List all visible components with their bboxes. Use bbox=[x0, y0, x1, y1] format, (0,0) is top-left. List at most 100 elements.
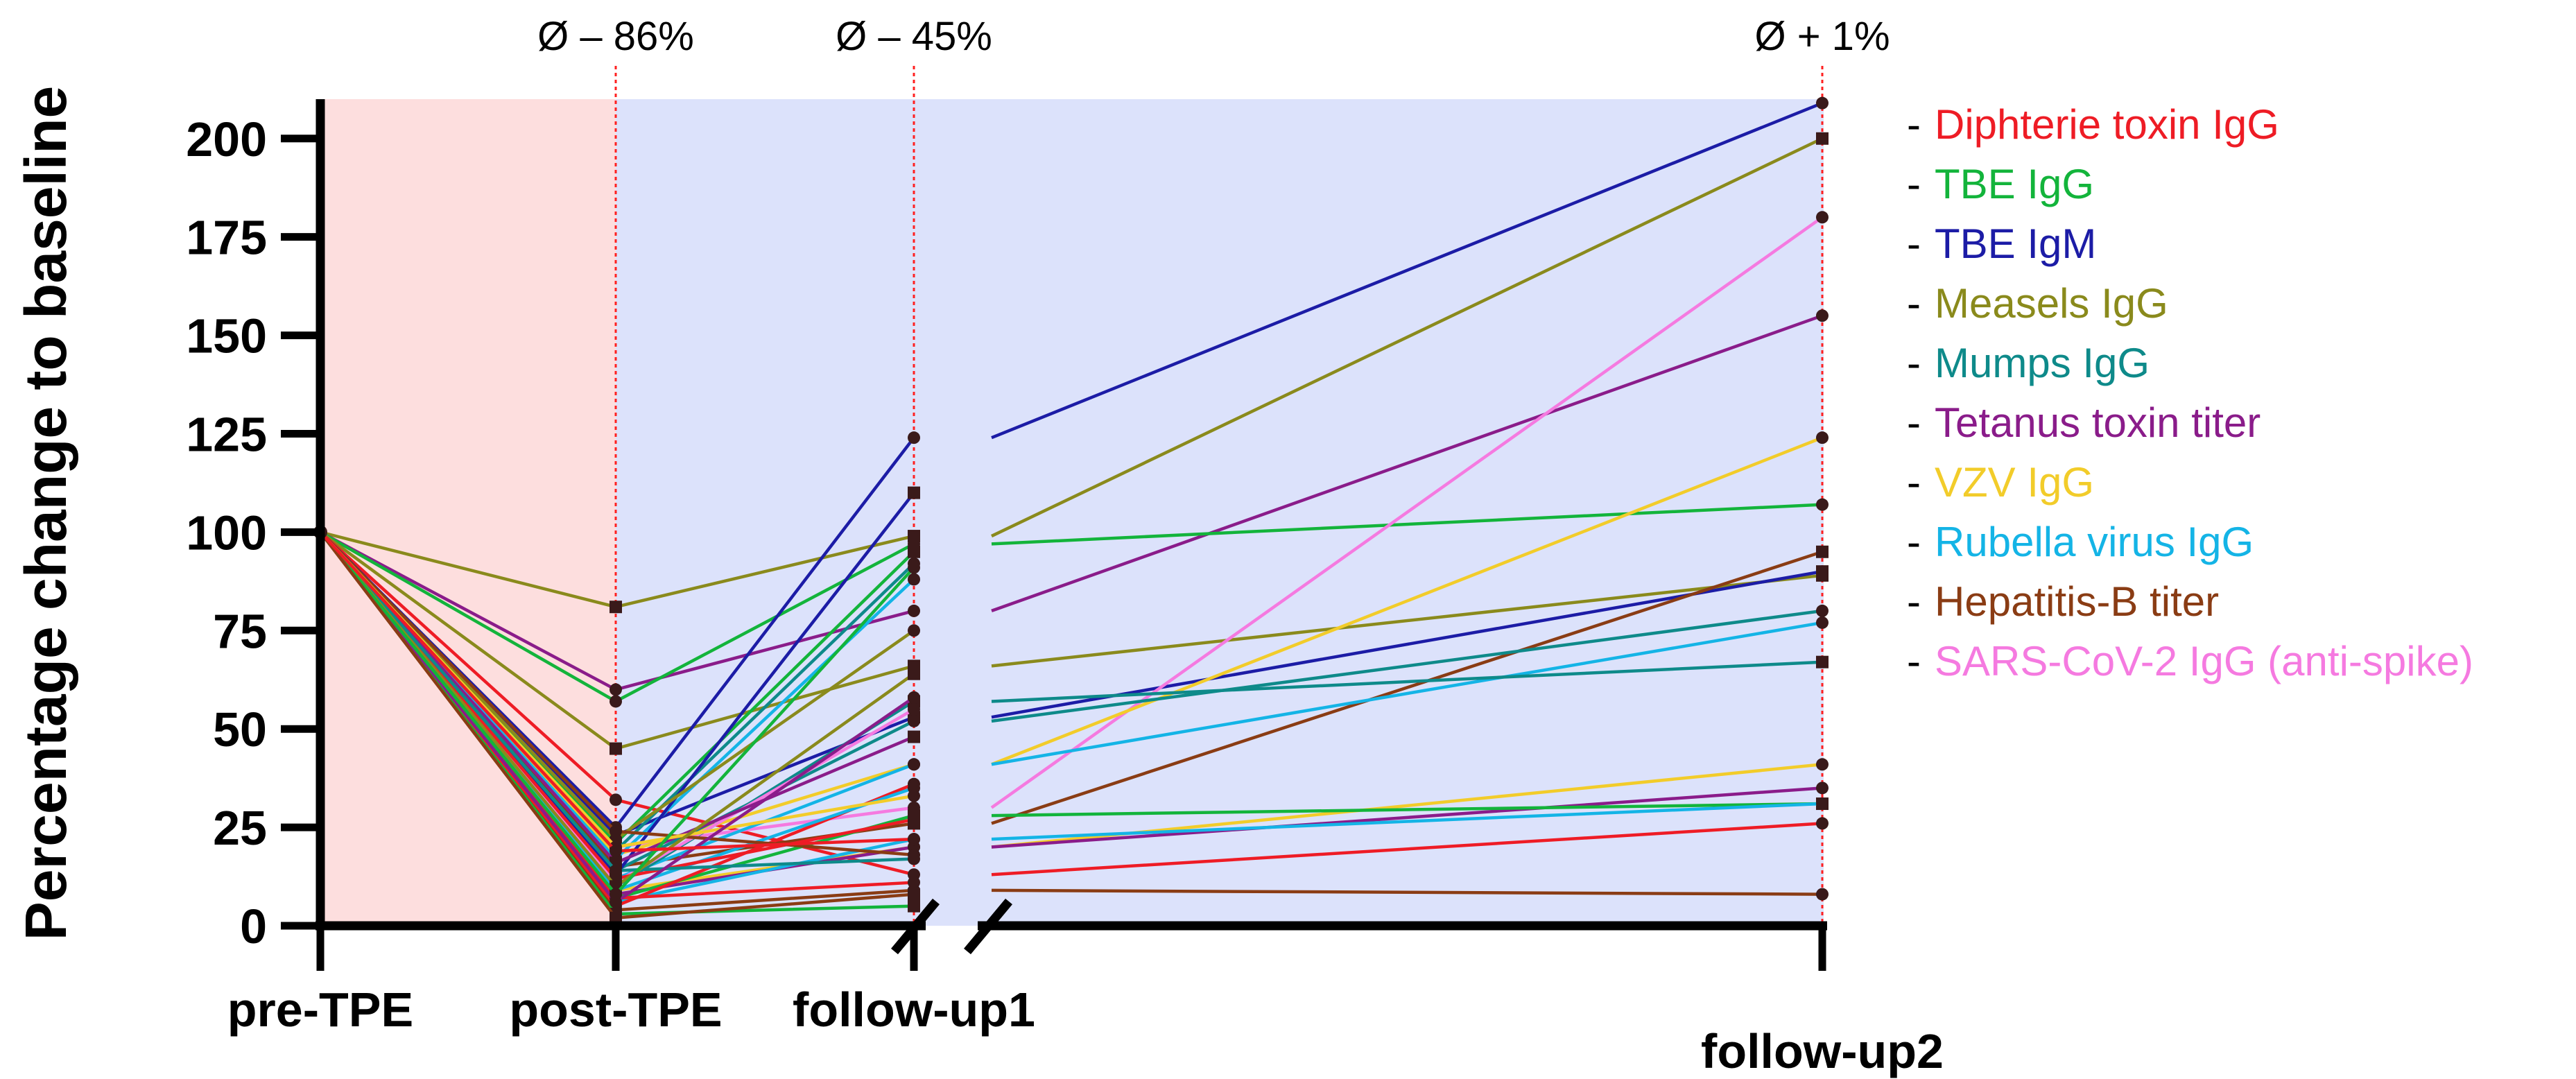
x-category-label: follow-up1 bbox=[793, 983, 1035, 1037]
data-point bbox=[908, 730, 920, 743]
series-line bbox=[991, 621, 1823, 766]
data-point bbox=[1816, 797, 1829, 811]
series-line bbox=[991, 101, 1823, 440]
data-point bbox=[1816, 616, 1829, 629]
data-point bbox=[1816, 782, 1829, 795]
series-line bbox=[991, 573, 1823, 668]
phase-annotation: Ø – 86% bbox=[537, 14, 694, 59]
phase-annotation: Ø + 1% bbox=[1754, 14, 1890, 59]
data-point bbox=[1816, 132, 1829, 145]
y-tick-label: 175 bbox=[186, 211, 267, 265]
data-point bbox=[908, 876, 920, 889]
legend-dash: - bbox=[1907, 638, 1921, 684]
data-point bbox=[908, 813, 920, 826]
legend-entry: Diphterie toxin IgG bbox=[1935, 101, 2279, 148]
legend-entry: Measels IgG bbox=[1935, 280, 2168, 327]
legend-entry: SARS-CoV-2 IgG (anti-spike) bbox=[1935, 638, 2473, 684]
data-point bbox=[908, 691, 920, 704]
axis-break-mark bbox=[964, 898, 1012, 955]
legend-dash: - bbox=[1907, 578, 1921, 625]
data-point bbox=[908, 702, 920, 716]
y-tick-label: 0 bbox=[240, 899, 267, 953]
legend-entry: TBE IgG bbox=[1935, 161, 2094, 207]
y-tick-label: 125 bbox=[186, 407, 267, 461]
series-line bbox=[991, 609, 1823, 723]
legend-dash: - bbox=[1907, 519, 1921, 565]
legend-entry: Hepatitis-B titer bbox=[1935, 578, 2219, 625]
y-axis-label: Percentage change to baseline bbox=[13, 86, 78, 940]
series-line bbox=[991, 802, 1823, 841]
legend-dash: - bbox=[1907, 280, 1921, 327]
y-tick-label: 150 bbox=[186, 309, 267, 363]
series-diphterie-toxin-igg bbox=[319, 530, 920, 858]
data-point bbox=[1816, 498, 1829, 511]
data-point bbox=[1816, 431, 1829, 444]
legend-entry: Rubella virus IgG bbox=[1935, 519, 2254, 565]
series-measels-igg bbox=[320, 132, 1829, 614]
data-point bbox=[908, 667, 920, 680]
legend-dash: - bbox=[1907, 101, 1921, 148]
series-line bbox=[991, 786, 1823, 849]
series-mumps-igg bbox=[319, 530, 920, 877]
series-line bbox=[991, 822, 1823, 877]
series-line bbox=[991, 660, 1823, 703]
series-line bbox=[991, 888, 1823, 896]
axes: 0 25 50 75 100 125 150 175 200 pre-TPE post-TPE fol… bbox=[186, 99, 1944, 1078]
data-point bbox=[1816, 655, 1829, 668]
series-hepatitis-b-titer bbox=[319, 531, 920, 924]
y-tick-label: 100 bbox=[186, 506, 267, 560]
y-tick-label: 75 bbox=[213, 604, 267, 658]
data-point bbox=[908, 431, 920, 444]
post-phase-background bbox=[616, 99, 1824, 926]
series-line bbox=[991, 436, 1823, 766]
data-point bbox=[908, 573, 920, 586]
data-point bbox=[908, 899, 920, 913]
data-point bbox=[908, 486, 920, 499]
series-line bbox=[991, 550, 1823, 825]
legend-dash: - bbox=[1907, 340, 1921, 386]
data-point bbox=[610, 888, 622, 901]
x-category-label: pre-TPE bbox=[227, 983, 413, 1037]
legend-entry: TBE IgM bbox=[1935, 221, 2096, 267]
y-tick-label: 25 bbox=[213, 801, 267, 855]
data-point bbox=[908, 714, 920, 727]
data-point bbox=[908, 624, 920, 637]
legend-dash: - bbox=[1907, 459, 1921, 506]
data-point bbox=[908, 604, 920, 617]
data-point bbox=[1816, 758, 1829, 771]
phase-annotation: Ø – 45% bbox=[836, 14, 992, 59]
data-point bbox=[610, 845, 622, 858]
series-tbe-igg bbox=[319, 530, 920, 901]
data-point bbox=[908, 833, 920, 846]
data-point bbox=[908, 758, 920, 771]
data-point bbox=[908, 852, 920, 865]
data-point bbox=[1816, 545, 1829, 558]
data-point bbox=[1816, 817, 1829, 830]
series-tbe-igg bbox=[319, 498, 1829, 708]
legend-entry: Mumps IgG bbox=[1935, 340, 2150, 386]
legend-entry: VZV IgG bbox=[1935, 459, 2094, 506]
phase-annotations: Ø – 86% Ø – 45% Ø + 1% bbox=[537, 14, 1890, 59]
data-point bbox=[1816, 309, 1829, 322]
data-point bbox=[610, 683, 622, 696]
data-point bbox=[610, 911, 622, 924]
legend-entry: Tetanus toxin titer bbox=[1935, 399, 2261, 446]
x-category-label: post-TPE bbox=[509, 983, 722, 1037]
data-point bbox=[908, 545, 920, 558]
series-tetanus-toxin-titer bbox=[319, 309, 1829, 696]
phase-background bbox=[320, 99, 1824, 926]
data-point bbox=[610, 695, 622, 708]
data-point bbox=[1816, 211, 1829, 224]
data-point bbox=[1816, 96, 1829, 110]
data-point bbox=[908, 789, 920, 802]
series-line bbox=[991, 314, 1823, 613]
data-point bbox=[908, 561, 920, 574]
data-point bbox=[610, 825, 622, 838]
x-category-label: follow-up2 bbox=[1701, 1024, 1944, 1078]
data-point bbox=[1816, 604, 1829, 617]
legend-dash: - bbox=[1907, 399, 1921, 446]
legend-dash: - bbox=[1907, 221, 1921, 267]
series-line bbox=[991, 137, 1823, 538]
y-tick-label: 200 bbox=[186, 112, 267, 166]
